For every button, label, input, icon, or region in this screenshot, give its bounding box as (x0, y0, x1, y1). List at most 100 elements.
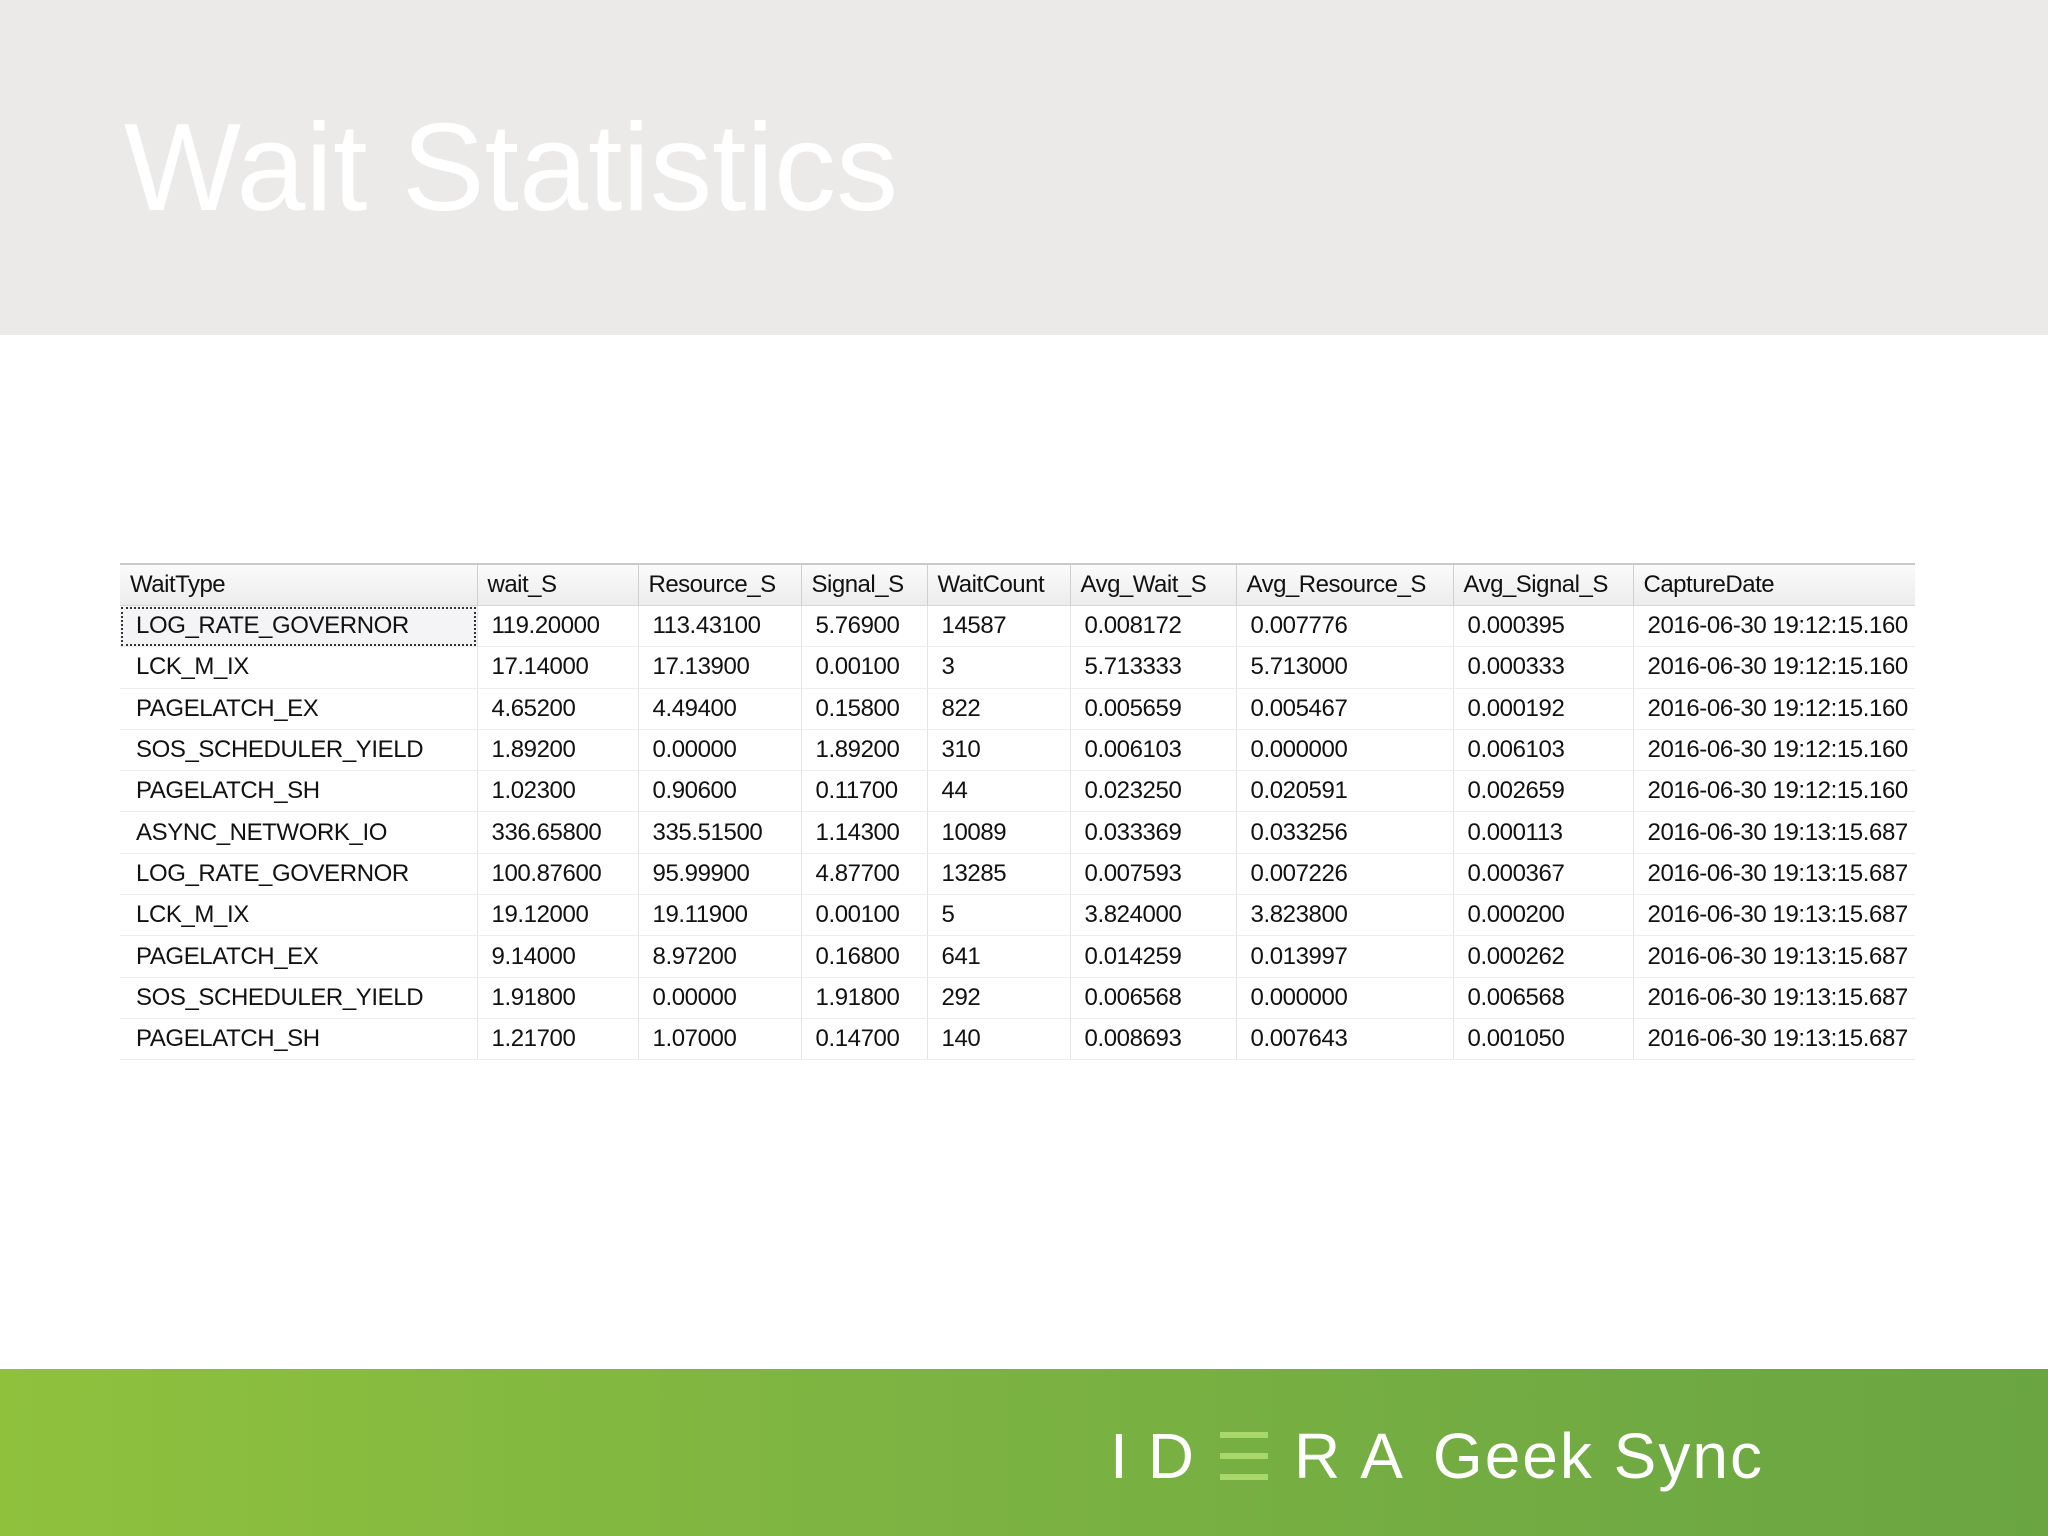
cell-waittype[interactable]: ASYNC_NETWORK_IO (120, 811, 478, 854)
cell-wait-s[interactable]: 4.65200 (477, 688, 639, 730)
cell-signal-s[interactable]: 0.16800 (801, 935, 928, 978)
cell-wait-s[interactable]: 119.20000 (477, 605, 639, 648)
cell-avg-signal-s[interactable]: 0.006103 (1453, 729, 1634, 772)
cell-waitcount[interactable]: 641 (927, 935, 1071, 978)
column-header-wait-s[interactable]: wait_S (477, 563, 639, 606)
cell-waittype[interactable]: LOG_RATE_GOVERNOR (120, 853, 478, 896)
cell-avg-signal-s[interactable]: 0.000192 (1453, 688, 1634, 730)
results-grid[interactable]: WaitType wait_S Resource_S Signal_S Wait… (120, 563, 1915, 1061)
cell-resource-s[interactable]: 8.97200 (638, 935, 802, 978)
cell-avg-signal-s[interactable]: 0.002659 (1453, 770, 1634, 813)
cell-avg-resource-s[interactable]: 0.007776 (1236, 605, 1454, 648)
cell-capturedate[interactable]: 2016-06-30 19:13:15.687 (1633, 1018, 1915, 1061)
cell-avg-wait-s[interactable]: 3.824000 (1070, 894, 1237, 937)
cell-capturedate[interactable]: 2016-06-30 19:13:15.687 (1633, 977, 1915, 1019)
cell-wait-s[interactable]: 336.65800 (477, 811, 639, 854)
cell-resource-s[interactable]: 0.00000 (638, 977, 802, 1019)
table-row[interactable]: LOG_RATE_GOVERNOR 119.20000 113.43100 5.769… (120, 605, 1915, 648)
cell-waittype[interactable]: LOG_RATE_GOVERNOR (120, 605, 478, 648)
column-header-signal-s[interactable]: Signal_S (801, 563, 928, 606)
column-header-waittype[interactable]: WaitType (120, 563, 478, 606)
cell-avg-signal-s[interactable]: 0.006568 (1453, 977, 1634, 1019)
table-row[interactable]: LOG_RATE_GOVERNOR 100.87600 95.99900 4.8770… (120, 853, 1915, 896)
cell-avg-resource-s[interactable]: 0.013997 (1236, 935, 1454, 978)
cell-avg-wait-s[interactable]: 0.008693 (1070, 1018, 1237, 1061)
cell-capturedate[interactable]: 2016-06-30 19:12:15.160 (1633, 688, 1915, 730)
cell-wait-s[interactable]: 100.87600 (477, 853, 639, 896)
cell-signal-s[interactable]: 0.00100 (801, 646, 928, 689)
cell-capturedate[interactable]: 2016-06-30 19:12:15.160 (1633, 605, 1915, 648)
cell-waitcount[interactable]: 13285 (927, 853, 1071, 896)
cell-waittype[interactable]: PAGELATCH_EX (120, 935, 478, 978)
cell-signal-s[interactable]: 0.11700 (801, 770, 928, 813)
cell-avg-resource-s[interactable]: 0.005467 (1236, 688, 1454, 730)
cell-avg-wait-s[interactable]: 0.008172 (1070, 605, 1237, 648)
column-header-capturedate[interactable]: CaptureDate (1633, 563, 1915, 606)
table-row[interactable]: SOS_SCHEDULER_YIELD 1.89200 0.00000 1.89200… (120, 729, 1915, 772)
cell-avg-resource-s[interactable]: 0.033256 (1236, 811, 1454, 854)
cell-resource-s[interactable]: 0.00000 (638, 729, 802, 772)
cell-waittype[interactable]: SOS_SCHEDULER_YIELD (120, 729, 478, 772)
cell-capturedate[interactable]: 2016-06-30 19:12:15.160 (1633, 646, 1915, 689)
cell-avg-wait-s[interactable]: 0.006568 (1070, 977, 1237, 1019)
cell-capturedate[interactable]: 2016-06-30 19:12:15.160 (1633, 729, 1915, 772)
column-header-waitcount[interactable]: WaitCount (927, 563, 1071, 606)
column-header-avg-signal-s[interactable]: Avg_Signal_S (1453, 563, 1634, 606)
table-row[interactable]: LCK_M_IX 19.12000 19.11900 0.00100 5 3.824000… (120, 894, 1915, 937)
cell-waittype[interactable]: SOS_SCHEDULER_YIELD (120, 977, 478, 1019)
cell-waitcount[interactable]: 10089 (927, 811, 1071, 854)
cell-waittype[interactable]: PAGELATCH_EX (120, 688, 478, 730)
cell-waittype[interactable]: LCK_M_IX (120, 894, 478, 937)
cell-avg-resource-s[interactable]: 3.823800 (1236, 894, 1454, 937)
cell-avg-resource-s[interactable]: 0.000000 (1236, 977, 1454, 1019)
cell-avg-wait-s[interactable]: 0.014259 (1070, 935, 1237, 978)
table-row[interactable]: PAGELATCH_EX 4.65200 4.49400 0.15800 822 0.00… (120, 688, 1915, 730)
cell-waitcount[interactable]: 310 (927, 729, 1071, 772)
table-row[interactable]: SOS_SCHEDULER_YIELD 1.91800 0.00000 1.91800… (120, 977, 1915, 1019)
column-header-avg-resource-s[interactable]: Avg_Resource_S (1236, 563, 1454, 606)
cell-resource-s[interactable]: 0.90600 (638, 770, 802, 813)
cell-resource-s[interactable]: 1.07000 (638, 1018, 802, 1061)
cell-resource-s[interactable]: 17.13900 (638, 646, 802, 689)
cell-avg-signal-s[interactable]: 0.001050 (1453, 1018, 1634, 1061)
cell-wait-s[interactable]: 9.14000 (477, 935, 639, 978)
column-header-avg-wait-s[interactable]: Avg_Wait_S (1070, 563, 1237, 606)
cell-wait-s[interactable]: 1.89200 (477, 729, 639, 772)
cell-avg-wait-s[interactable]: 0.005659 (1070, 688, 1237, 730)
cell-capturedate[interactable]: 2016-06-30 19:12:15.160 (1633, 770, 1915, 813)
cell-signal-s[interactable]: 0.00100 (801, 894, 928, 937)
cell-avg-signal-s[interactable]: 0.000113 (1453, 811, 1634, 854)
table-row[interactable]: ASYNC_NETWORK_IO 336.65800 335.51500 1.1430… (120, 811, 1915, 854)
table-row[interactable]: PAGELATCH_SH 1.21700 1.07000 0.14700 140 0.00… (120, 1018, 1915, 1061)
cell-resource-s[interactable]: 113.43100 (638, 605, 802, 648)
cell-avg-wait-s[interactable]: 0.033369 (1070, 811, 1237, 854)
cell-waittype[interactable]: PAGELATCH_SH (120, 770, 478, 813)
cell-avg-wait-s[interactable]: 0.007593 (1070, 853, 1237, 896)
cell-wait-s[interactable]: 17.14000 (477, 646, 639, 689)
cell-waittype[interactable]: PAGELATCH_SH (120, 1018, 478, 1061)
cell-signal-s[interactable]: 4.87700 (801, 853, 928, 896)
table-row[interactable]: PAGELATCH_SH 1.02300 0.90600 0.11700 44 0.023… (120, 770, 1915, 813)
cell-resource-s[interactable]: 335.51500 (638, 811, 802, 854)
cell-avg-resource-s[interactable]: 0.000000 (1236, 729, 1454, 772)
cell-capturedate[interactable]: 2016-06-30 19:13:15.687 (1633, 811, 1915, 854)
cell-waitcount[interactable]: 292 (927, 977, 1071, 1019)
cell-wait-s[interactable]: 1.91800 (477, 977, 639, 1019)
cell-waitcount[interactable]: 3 (927, 646, 1071, 689)
cell-resource-s[interactable]: 4.49400 (638, 688, 802, 730)
cell-signal-s[interactable]: 1.89200 (801, 729, 928, 772)
cell-waitcount[interactable]: 44 (927, 770, 1071, 813)
cell-avg-resource-s[interactable]: 5.713000 (1236, 646, 1454, 689)
cell-wait-s[interactable]: 1.02300 (477, 770, 639, 813)
cell-avg-wait-s[interactable]: 0.006103 (1070, 729, 1237, 772)
cell-avg-signal-s[interactable]: 0.000395 (1453, 605, 1634, 648)
cell-signal-s[interactable]: 0.14700 (801, 1018, 928, 1061)
cell-waitcount[interactable]: 822 (927, 688, 1071, 730)
table-row[interactable]: LCK_M_IX 17.14000 17.13900 0.00100 3 5.713333… (120, 646, 1915, 689)
cell-signal-s[interactable]: 5.76900 (801, 605, 928, 648)
cell-wait-s[interactable]: 19.12000 (477, 894, 639, 937)
cell-signal-s[interactable]: 1.14300 (801, 811, 928, 854)
cell-resource-s[interactable]: 95.99900 (638, 853, 802, 896)
cell-waitcount[interactable]: 14587 (927, 605, 1071, 648)
cell-avg-signal-s[interactable]: 0.000200 (1453, 894, 1634, 937)
